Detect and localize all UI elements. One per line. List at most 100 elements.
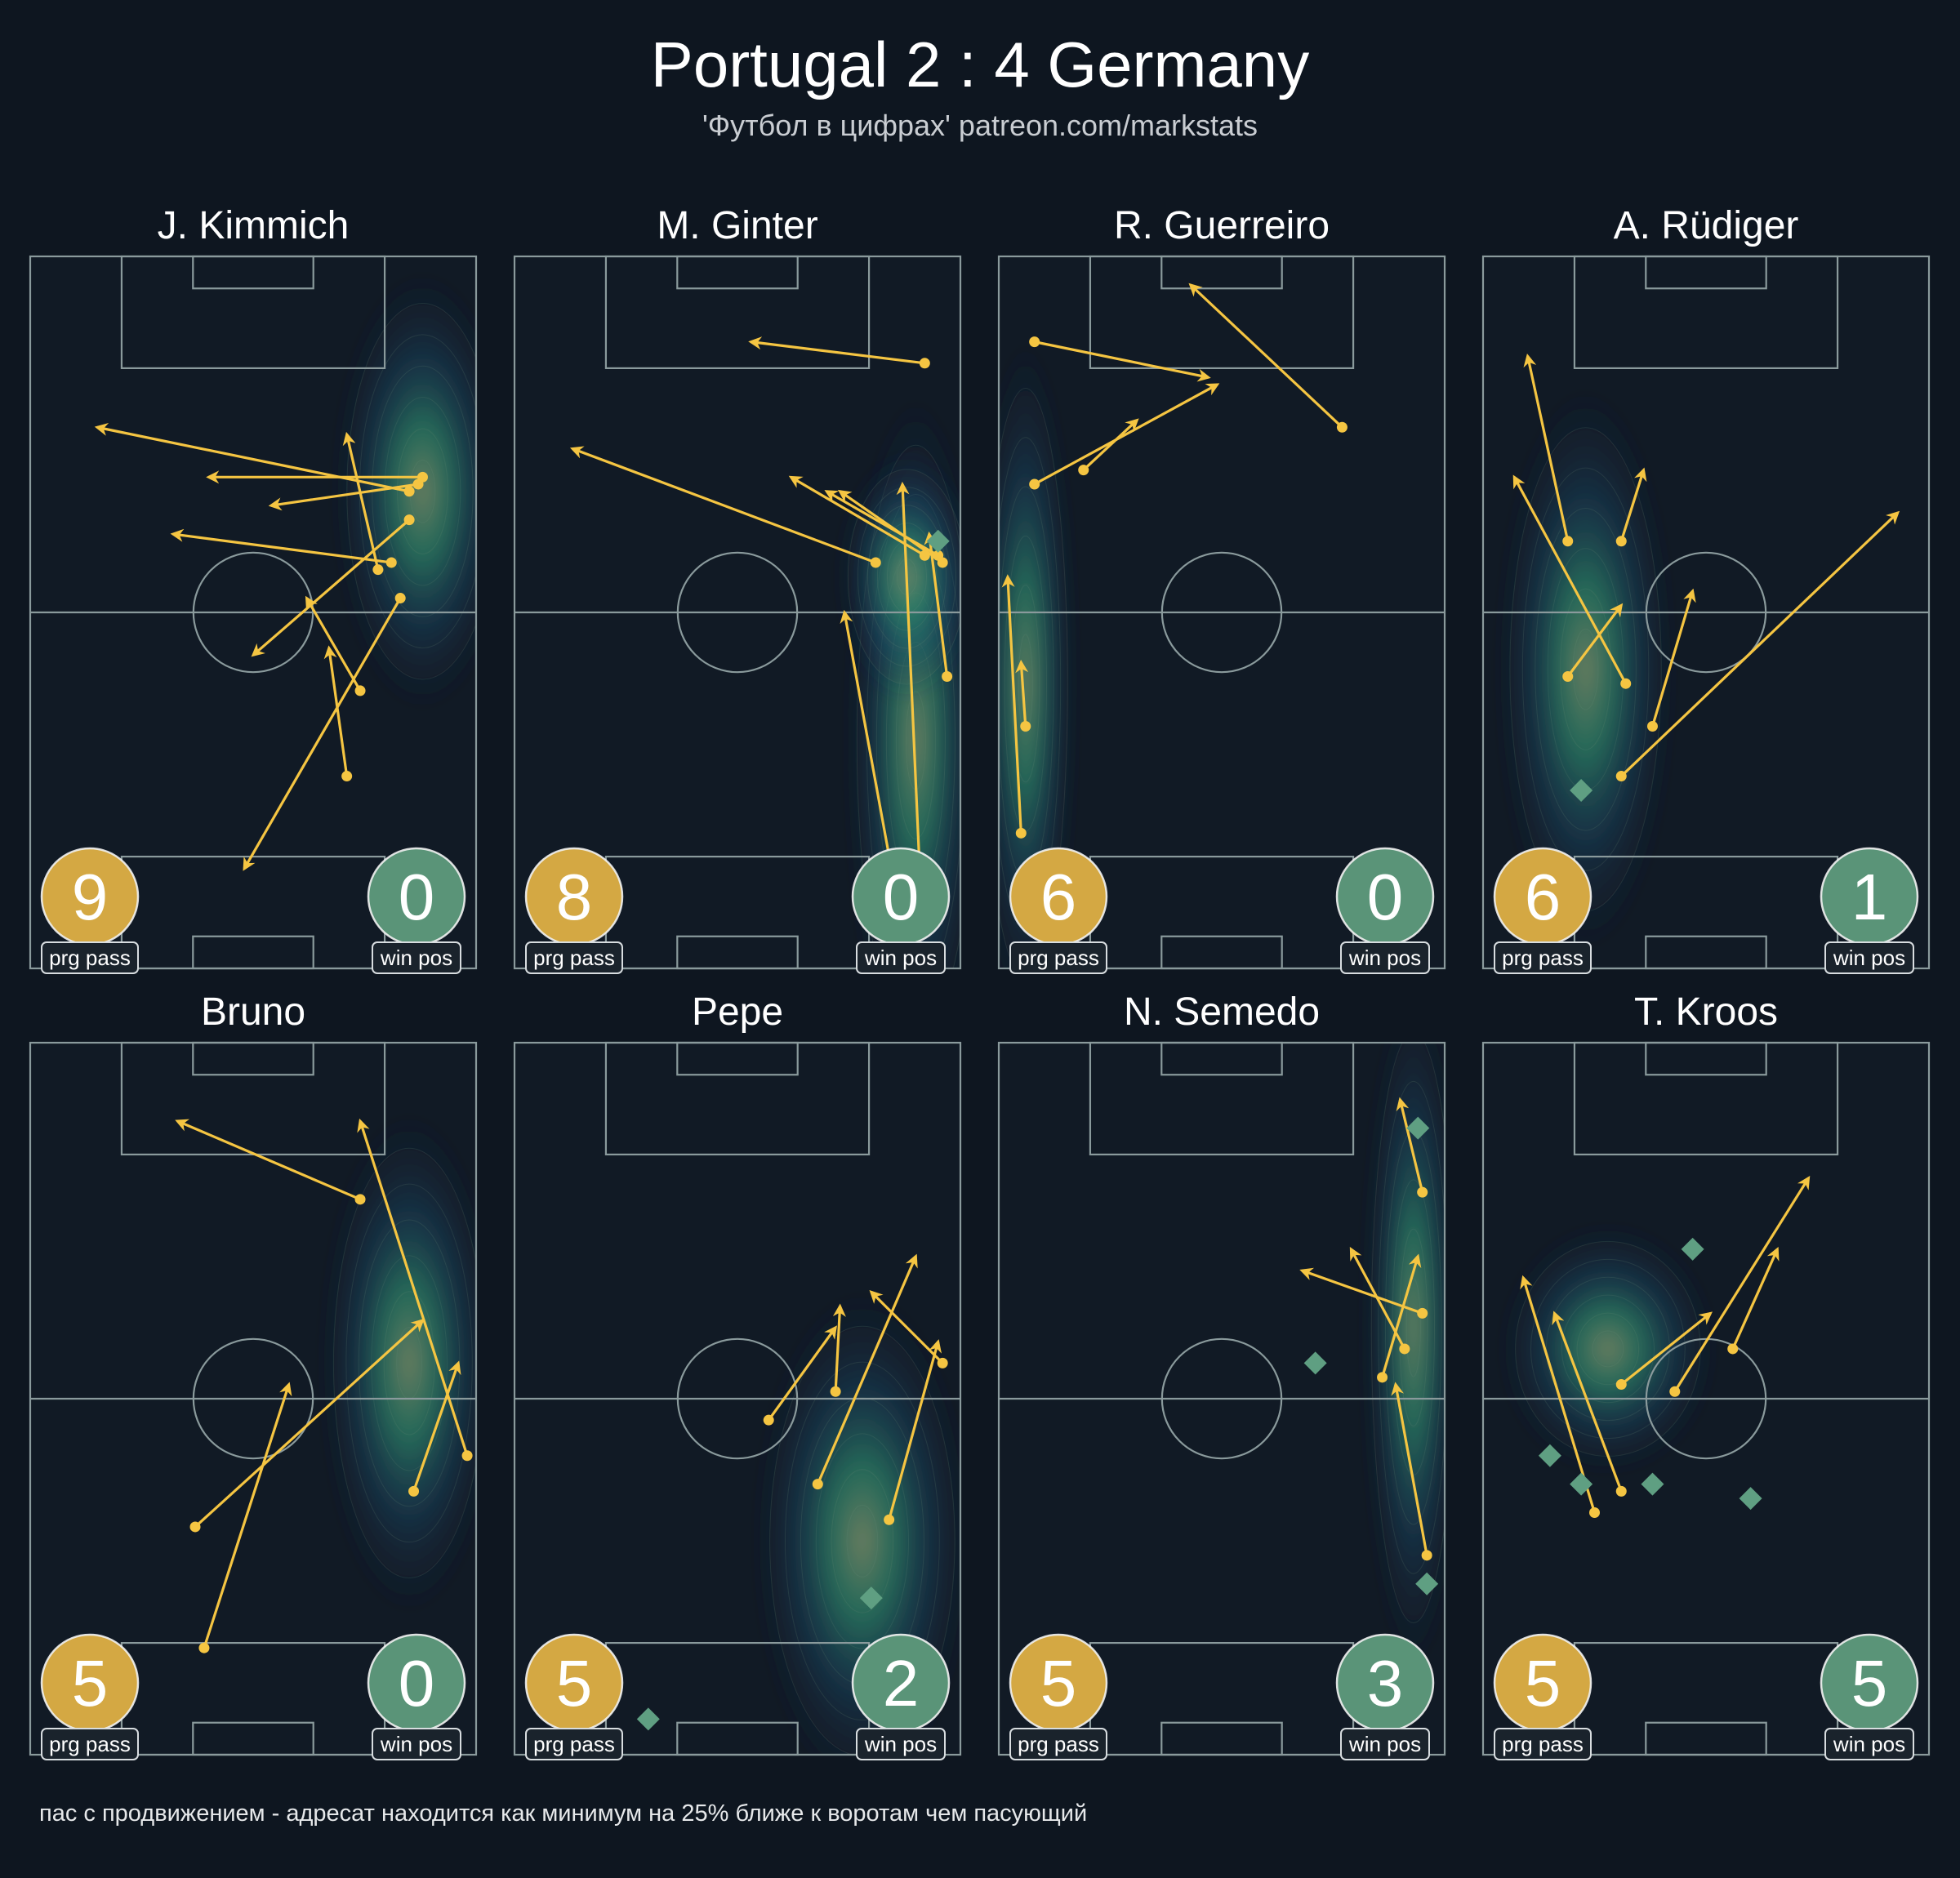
prg-pass-label-box [1494,941,1592,974]
pitch-markings [513,1041,962,1756]
heat-contour [1530,1258,1686,1440]
pitch-markings [997,1041,1446,1756]
win-pos-label-box [1340,941,1430,974]
prg-pass-label-box [525,941,623,974]
progressive-pass [412,1360,461,1492]
win-position-marker [1641,1472,1664,1496]
prg-pass-label-box [1009,941,1107,974]
player-name: A. Rüdiger [1614,204,1799,247]
progressive-pass [837,489,944,564]
heat-contour [856,444,960,968]
player-panel: T. Kroos 5 prg pass 5 win pos [1481,990,1931,1760]
heat-contour [1561,1294,1655,1404]
win-pos-count: 5 [1851,1647,1888,1720]
progressive-pass [357,1118,469,1457]
heat-contour [1378,1080,1445,1574]
heat-contour [1370,1043,1445,1623]
prg-pass-count: 5 [556,1647,593,1720]
prg-pass-label-box [1009,1728,1107,1760]
win-pos-badge: 2 win pos [851,1633,951,1760]
win-pos-badge: 5 win pos [1820,1633,1919,1760]
win-pos-label: win pos [1348,1732,1421,1756]
progressive-pass [1731,1246,1780,1350]
player-panels: J. Kimmich 9 prg pass 0 win pos M. Ginter 8 prg… [29,204,1931,1760]
progressive-pass [924,531,949,677]
win-pos-label: win pos [864,1732,937,1756]
win-pos-badge: 1 win pos [1820,847,1919,974]
prg-pass-badge: 8 prg pass [524,847,624,974]
win-pos-label-box [372,1728,461,1760]
heat-contour [999,388,1068,968]
player-name: M. Ginter [657,204,817,247]
heat-contour [383,1291,435,1435]
prg-pass-label: prg pass [1018,1732,1099,1756]
heat-contour [847,469,960,685]
heat-contour [371,1255,448,1471]
player-name: J. Kimmich [158,204,350,247]
heat-contour [831,1469,894,1613]
win-pos-label: win pos [864,946,937,970]
progressive-pass [1082,418,1139,471]
win-pos-count: 0 [399,1647,435,1720]
heat-blob [1499,1223,1717,1475]
progressive-pass [767,1325,837,1422]
win-pos-badge: 0 win pos [851,847,951,974]
win-position-marker [1415,1572,1439,1595]
page-subtitle: 'Футбол в цифрах' patreon.com/markstats [702,109,1258,142]
pass-origin [1336,421,1348,433]
pass-origin [937,557,948,568]
heat-contour [846,1505,879,1578]
progressive-pass [305,595,362,692]
win-pos-label: win pos [1348,946,1421,970]
heat-contour [345,1183,473,1543]
pass-origin [1562,670,1574,682]
prg-pass-count: 5 [1525,1647,1561,1720]
heat-contour [785,1361,940,1721]
win-position-marker [859,1587,883,1610]
progressive-pass [203,1382,292,1649]
player-name: Bruno [201,990,305,1034]
win-position-marker [1570,1472,1593,1496]
win-position-marker [1739,1487,1762,1511]
progressive-pass [251,518,411,657]
heat-contour [769,1325,956,1755]
heat-contour [1592,1330,1624,1368]
footnote: пас с продвижением - адресат находится к… [39,1800,1087,1827]
page-title: Portugal 2 : 4 Germany [651,29,1309,100]
heat-blob [321,1112,476,1614]
heat-contour [1405,1278,1421,1377]
progressive-pass [1015,659,1029,727]
pass-origin [1417,1307,1428,1319]
pass-origin [1620,678,1632,689]
progressive-pass [1396,1097,1424,1193]
pass-origin [354,685,366,696]
pass-origin [884,1514,895,1525]
heat-contour [815,1433,910,1649]
progressive-pass [1349,1247,1406,1350]
pass-origin [1377,1372,1388,1383]
prg-pass-label: prg pass [1018,946,1099,970]
pass-origin [1029,336,1040,348]
heat-contour [397,428,448,554]
win-pos-label-box [856,1728,946,1760]
prg-pass-badge: 5 prg pass [40,1633,140,1760]
win-pos-count: 0 [883,861,920,933]
win-position-marker [636,1707,660,1731]
pass-origin [830,1386,841,1397]
pass-origin [870,557,881,568]
prg-pass-label-box [1494,1728,1592,1760]
win-position-marker [1303,1351,1327,1375]
win-pos-label: win pos [380,1732,452,1756]
pass-origin [1020,721,1031,732]
pass-origin [341,771,353,782]
heatmap [1364,1043,1445,1672]
progressive-pass [1552,1311,1623,1492]
progressive-pass [888,1339,942,1520]
prg-pass-count: 6 [1040,861,1077,933]
pass-origin [1421,1550,1432,1561]
win-pos-label-box [1824,1728,1914,1760]
win-pos-label: win pos [380,946,452,970]
prg-pass-badge: 6 prg pass [1493,847,1592,974]
player-name: N. Semedo [1124,990,1320,1034]
pass-origin [385,557,397,568]
